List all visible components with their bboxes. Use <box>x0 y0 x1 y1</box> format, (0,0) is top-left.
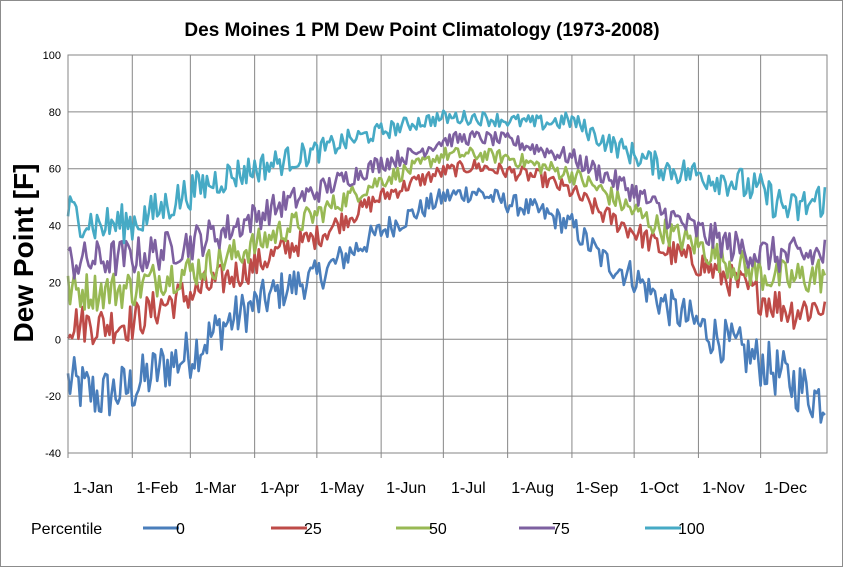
y-tick-label: 80 <box>49 107 61 119</box>
legend: Percentile 0 25 50 75 100 <box>31 521 705 538</box>
plot-border <box>67 54 828 454</box>
x-tick-label: 1-May <box>320 480 364 497</box>
x-tick-label: 1-Nov <box>702 480 745 497</box>
series-line-p100 <box>66 109 827 245</box>
legend-label-p75: 75 <box>552 521 570 538</box>
y-tick-label: 60 <box>49 164 61 176</box>
series-line-p0 <box>66 186 826 424</box>
series-lines <box>66 109 827 424</box>
legend-label-p0: 0 <box>176 521 185 538</box>
legend-title: Percentile <box>31 521 102 538</box>
chart-title: Des Moines 1 PM Dew Point Climatology (1… <box>184 20 659 41</box>
x-tick-label: 1-Aug <box>511 480 554 497</box>
legend-label-p100: 100 <box>678 521 705 538</box>
y-tick-label: -40 <box>45 448 61 460</box>
y-tick-label: 100 <box>43 50 61 62</box>
series-line-p75 <box>66 130 827 280</box>
legend-label-p50: 50 <box>429 521 447 538</box>
x-tick-label: 1-Dec <box>764 480 807 497</box>
y-tick-label: 20 <box>49 277 61 289</box>
y-tick-label: 0 <box>55 334 61 346</box>
x-tick-label: 1-Jun <box>386 480 426 497</box>
x-tick-label: 1-Sep <box>576 480 619 497</box>
x-tick-label: 1-Jan <box>73 480 113 497</box>
x-tick-label: 1-Feb <box>136 480 178 497</box>
y-tick-label: -20 <box>45 391 61 403</box>
x-tick-label: 1-Oct <box>640 480 680 497</box>
tick-labels: -40 -20 0 20 40 60 80 100 1-Jan 1-Feb 1-Mar 1-Apr 1-… <box>43 50 807 497</box>
y-axis-label: Dew Point [F] <box>8 164 39 343</box>
x-tick-label: 1-Mar <box>194 480 236 497</box>
x-tick-label: 1-Jul <box>451 480 486 497</box>
series-line-p50 <box>66 146 827 312</box>
x-tick-label: 1-Apr <box>260 480 300 497</box>
y-tick-label: 40 <box>49 221 61 233</box>
legend-label-p25: 25 <box>304 521 322 538</box>
series-line-p25 <box>66 158 827 346</box>
